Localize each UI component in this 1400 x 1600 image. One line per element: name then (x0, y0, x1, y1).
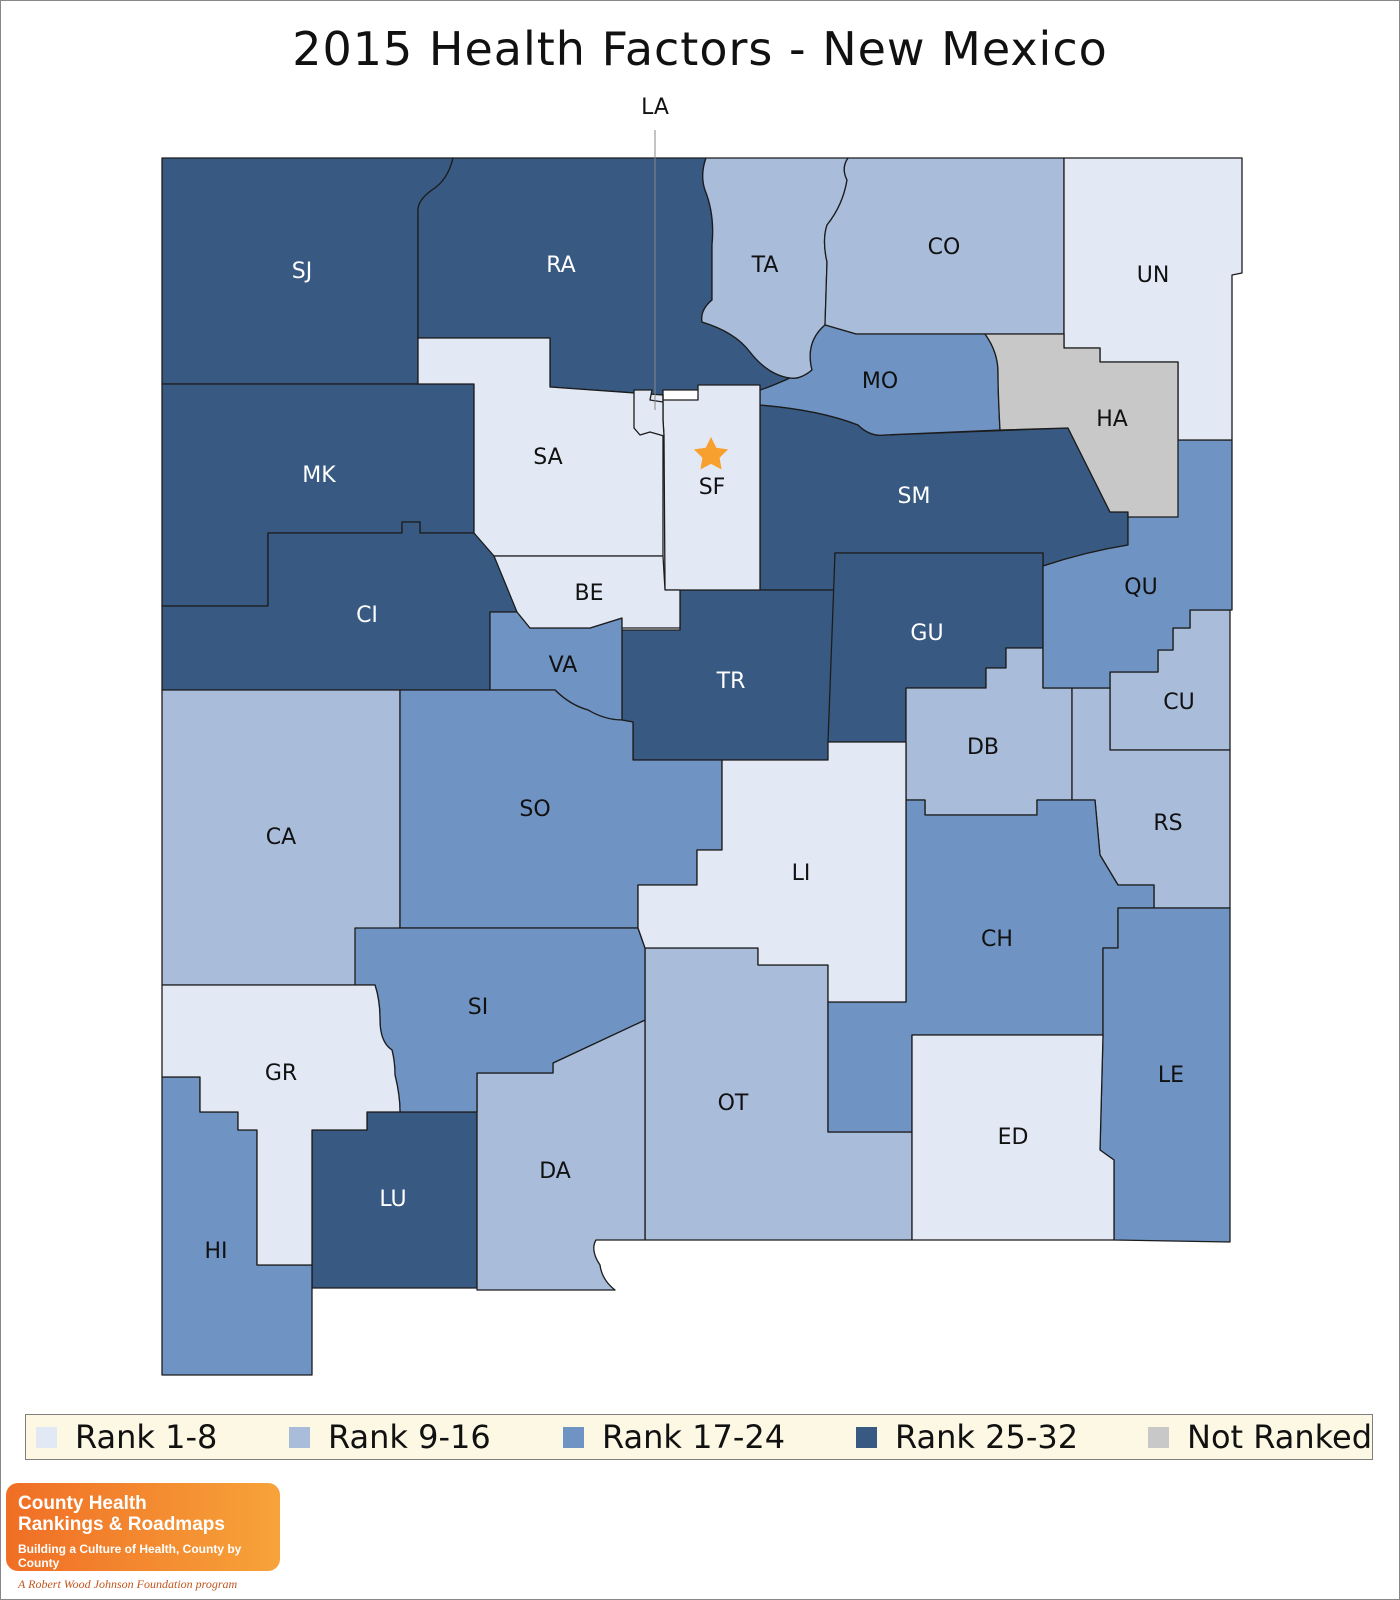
legend-item-rank-9-16: Rank 9-16 (289, 1415, 491, 1459)
county-gr[interactable] (161, 984, 401, 1266)
label-be: BE (575, 581, 604, 606)
county-ha[interactable] (984, 333, 1179, 518)
label-ci: CI (356, 603, 378, 628)
label-sm: SM (898, 484, 931, 509)
county-co[interactable] (823, 157, 1065, 335)
legend-item-rank-1-8: Rank 1-8 (36, 1415, 217, 1459)
legend-label: Rank 1-8 (75, 1418, 218, 1456)
label-la: LA (641, 95, 669, 120)
label-qu: QU (1124, 575, 1157, 600)
label-so: SO (519, 797, 550, 822)
legend-swatch (1148, 1426, 1169, 1448)
county-ed[interactable] (911, 1034, 1115, 1241)
label-un: UN (1137, 263, 1170, 288)
legend-swatch (289, 1426, 310, 1448)
label-db: DB (967, 735, 999, 760)
label-hi: HI (204, 1239, 227, 1264)
county-li[interactable] (637, 741, 907, 1003)
county-health-rankings-logo[interactable]: County Health Rankings & Roadmaps Buildi… (6, 1483, 280, 1571)
legend-label: Rank 17-24 (602, 1418, 786, 1456)
county-be[interactable] (493, 555, 681, 629)
label-li: LI (792, 861, 811, 886)
label-va: VA (549, 653, 578, 678)
logo-line-1: County Health (18, 1493, 147, 1514)
label-da: DA (539, 1159, 571, 1184)
label-si: SI (468, 995, 488, 1020)
label-ca: CA (266, 825, 296, 850)
legend-label: Rank 25-32 (895, 1418, 1079, 1456)
legend-swatch (36, 1426, 57, 1448)
star-icon (693, 437, 729, 470)
label-sj: SJ (292, 259, 312, 284)
label-ha: HA (1096, 407, 1128, 432)
legend-label: Rank 9-16 (328, 1418, 491, 1456)
label-lu: LU (379, 1187, 406, 1212)
legend-swatch (563, 1426, 584, 1448)
logo-line-2: Rankings & Roadmaps (18, 1514, 225, 1535)
label-tr: TR (716, 669, 746, 694)
legend-item-not-ranked: Not Ranked (1148, 1415, 1372, 1459)
attribution: A Robert Wood Johnson Foundation program (18, 1577, 238, 1591)
legend: Rank 1-8 Rank 9-16 Rank 17-24 Rank 25-32… (25, 1414, 1373, 1460)
label-mk: MK (302, 463, 336, 488)
map-title: 2015 Health Factors - New Mexico (292, 22, 1108, 76)
county-qu[interactable] (1042, 439, 1233, 689)
label-gr: GR (265, 1061, 297, 1086)
label-le: LE (1158, 1063, 1184, 1088)
county-la[interactable] (633, 389, 665, 437)
legend-item-rank-25-32: Rank 25-32 (856, 1415, 1078, 1459)
county-da[interactable] (476, 1019, 646, 1291)
label-gu: GU (910, 621, 943, 646)
label-sf: SF (699, 475, 726, 500)
logo-tagline: Building a Culture of Health, County by … (18, 1542, 242, 1570)
label-mo: MO (862, 369, 898, 394)
label-rs: RS (1153, 811, 1182, 836)
label-ch: CH (981, 927, 1013, 952)
label-sa: SA (533, 445, 562, 470)
label-ta: TA (751, 253, 779, 278)
legend-item-rank-17-24: Rank 17-24 (563, 1415, 785, 1459)
label-ot: OT (718, 1091, 749, 1116)
legend-label: Not Ranked (1187, 1418, 1373, 1456)
legend-swatch (856, 1426, 877, 1448)
label-co: CO (928, 235, 961, 260)
label-ed: ED (998, 1125, 1029, 1150)
label-cu: CU (1163, 690, 1194, 715)
label-ra: RA (546, 253, 575, 278)
